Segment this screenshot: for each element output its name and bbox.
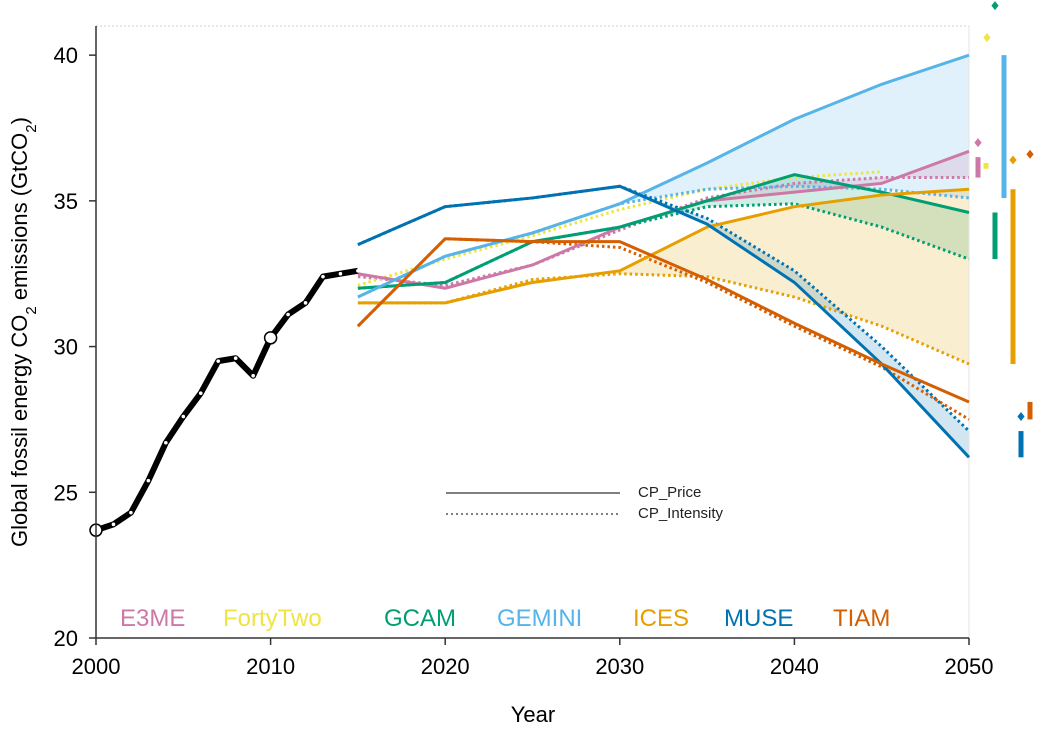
y-axis-label-part1: Global fossil energy CO <box>7 315 32 547</box>
historical-point-2010 <box>263 331 278 345</box>
x-tick-label-2010: 2010 <box>246 654 295 679</box>
y-tick-label-20: 20 <box>54 626 78 651</box>
x-tick-label-2000: 2000 <box>72 654 121 679</box>
plot-frame <box>96 25 970 638</box>
legend-model-gemini: GEMINI <box>497 605 582 632</box>
legend-model-e3me: E3ME <box>120 605 185 632</box>
historical-point-2005 <box>181 414 186 419</box>
series-gcam-cp-price <box>357 173 970 290</box>
shaded-range-e3me <box>357 151 969 289</box>
historical-point-2011 <box>286 312 290 317</box>
legend-model-ices: ICES <box>633 605 689 632</box>
shaded-range-gemini <box>357 55 969 298</box>
historical-point-2012 <box>303 301 308 305</box>
historical-point-2002 <box>129 510 133 515</box>
x-axis-label: Year <box>511 702 555 727</box>
series-muse-cp-price <box>357 184 971 459</box>
legend-model-gcam: GCAM <box>384 605 456 632</box>
axes: 2000 2010 2020 2030 2040 2050 20 25 30 35 40 <box>54 26 994 679</box>
historical-point-2015 <box>356 269 360 273</box>
historical-point-2009 <box>251 373 255 378</box>
historical-point-2004 <box>164 440 168 445</box>
shaded-range-muse <box>357 186 969 458</box>
historical-point-2003 <box>146 478 151 483</box>
historical-point-2013 <box>321 274 325 279</box>
x-tick-label-2050: 2050 <box>945 654 994 679</box>
series-ices-cp-price <box>357 187 970 305</box>
model-legend: E3ME FortyTwo GCAM GEMINI ICES MUSE TIAM <box>120 605 890 632</box>
historical-point-2007 <box>216 359 221 363</box>
series-muse-cp-intensity <box>357 184 971 433</box>
right-markers <box>974 1 1034 458</box>
y-tick-label-30: 30 <box>54 335 78 360</box>
historical-point-2001 <box>111 522 116 527</box>
series-lines <box>356 53 971 459</box>
x-tick-label-2020: 2020 <box>421 654 470 679</box>
marker-diamond-tiam <box>1026 149 1034 159</box>
marker-diamond-gcam <box>991 1 999 11</box>
marker-diamond-ices <box>1009 155 1017 165</box>
shaded-range-ices <box>357 189 969 365</box>
y-axis-label-sub1: 2 <box>23 306 40 314</box>
y-tick-label-25: 25 <box>54 480 78 505</box>
series-gemini-cp-price <box>357 53 970 299</box>
y-tick-label-35: 35 <box>54 189 78 214</box>
series-tiam-cp-price <box>356 237 970 404</box>
y-axis-label-part2: emissions (GtCO <box>7 133 32 307</box>
historical-point-2006 <box>198 391 203 396</box>
marker-diamond-e3me <box>974 138 982 148</box>
legend-model-tiam: TIAM <box>833 605 890 632</box>
legend-cp-intensity-label: CP_Intensity <box>638 505 724 522</box>
historical-point-2008 <box>233 356 238 361</box>
y-axis-label-part3: ) <box>7 117 32 124</box>
historical-series <box>89 267 360 537</box>
marker-diamond-muse <box>1017 412 1025 422</box>
marker-diamond-fortytwo <box>983 33 991 43</box>
x-tick-label-2040: 2040 <box>770 654 819 679</box>
legend-model-fortytwo: FortyTwo <box>223 605 322 632</box>
historical-point-2014 <box>338 271 343 276</box>
y-axis-label-sub2: 2 <box>23 124 40 132</box>
line-style-legend: CP_Price CP_Intensity <box>446 484 724 522</box>
y-tick-label-40: 40 <box>54 43 78 68</box>
series-ices-cp-intensity <box>357 272 970 366</box>
x-tick-label-2030: 2030 <box>595 654 644 679</box>
historical-line <box>95 267 359 534</box>
series-gcam-cp-intensity <box>357 202 970 290</box>
y-axis-label: Global fossil energy CO2 emissions (GtCO… <box>7 117 40 547</box>
legend-cp-price-label: CP_Price <box>638 484 701 501</box>
legend-model-muse: MUSE <box>724 605 793 632</box>
